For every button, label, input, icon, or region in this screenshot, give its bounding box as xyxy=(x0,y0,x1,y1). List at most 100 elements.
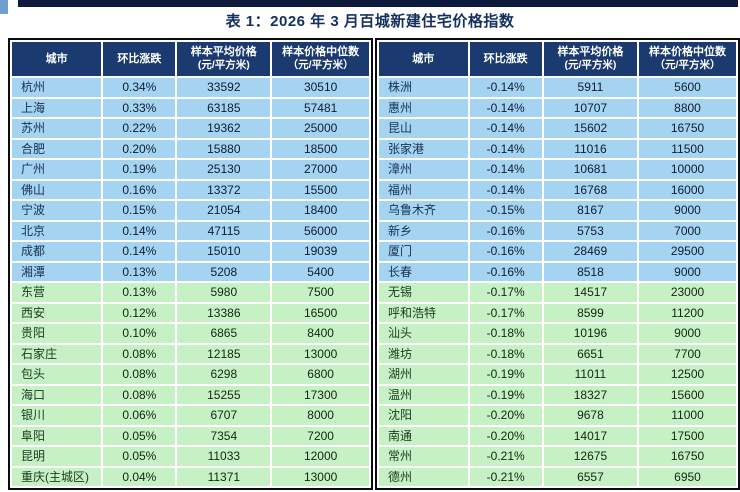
cell-city: 湖州 xyxy=(379,365,468,384)
cell-median: 29500 xyxy=(639,242,736,261)
cell-median: 16500 xyxy=(272,303,369,322)
cell-city: 北京 xyxy=(12,221,102,240)
cell-median: 17300 xyxy=(272,385,369,404)
cell-avg: 9678 xyxy=(543,406,638,425)
cell-city: 佛山 xyxy=(12,180,102,199)
cell-change: -0.16% xyxy=(469,262,542,281)
cell-avg: 8599 xyxy=(543,303,638,322)
table-row: 长春 -0.16% 8518 9000 xyxy=(379,262,736,281)
cell-avg: 15010 xyxy=(177,242,271,261)
cell-city: 杭州 xyxy=(12,78,102,97)
cell-median: 16750 xyxy=(639,119,736,138)
cell-median: 15500 xyxy=(272,180,369,199)
cell-median: 6800 xyxy=(272,365,369,384)
cell-median: 10000 xyxy=(639,160,736,179)
table-row: 昆明 0.05% 11033 12000 xyxy=(12,447,369,466)
cell-change: 0.20% xyxy=(103,139,176,158)
cell-avg: 8518 xyxy=(543,262,638,281)
header-row: 城市 环比涨跌 样本平均价格 (元/平方米) 样本价格中位数 （元/平方米） xyxy=(379,42,736,76)
cell-median: 18400 xyxy=(272,201,369,220)
left-price-table: 城市 环比涨跌 样本平均价格 (元/平方米) 样本价格中位数 （元/平方米） 杭州 0.34… xyxy=(8,38,373,490)
table-row: 上海 0.33% 63185 57481 xyxy=(12,98,369,117)
cell-city: 昆山 xyxy=(379,119,468,138)
cell-change: 0.14% xyxy=(103,221,176,240)
table-row: 东营 0.13% 5980 7500 xyxy=(12,283,369,302)
cell-city: 汕头 xyxy=(379,324,468,343)
cell-avg: 15602 xyxy=(543,119,638,138)
cell-city: 漳州 xyxy=(379,160,468,179)
table-row: 潍坊 -0.18% 6651 7700 xyxy=(379,344,736,363)
cell-city: 贵阳 xyxy=(12,324,102,343)
cell-median: 15600 xyxy=(639,385,736,404)
column-header-city: 城市 xyxy=(12,42,102,76)
cell-change: -0.17% xyxy=(469,283,542,302)
cell-change: -0.21% xyxy=(469,467,542,486)
table-row: 株洲 -0.14% 5911 5600 xyxy=(379,78,736,97)
cell-city: 沈阳 xyxy=(379,406,468,425)
cell-change: -0.14% xyxy=(469,98,542,117)
cell-city: 石家庄 xyxy=(12,344,102,363)
table-row: 宁波 0.15% 21054 18400 xyxy=(12,201,369,220)
cell-city: 新乡 xyxy=(379,221,468,240)
cell-avg: 12675 xyxy=(543,447,638,466)
cell-median: 9000 xyxy=(639,324,736,343)
cell-change: -0.19% xyxy=(469,385,542,404)
cell-change: -0.20% xyxy=(469,406,542,425)
cell-median: 7000 xyxy=(639,221,736,240)
cell-avg: 5980 xyxy=(177,283,271,302)
cell-city: 苏州 xyxy=(12,119,102,138)
cell-city: 广州 xyxy=(12,160,102,179)
cell-city: 潍坊 xyxy=(379,344,468,363)
cell-city: 惠州 xyxy=(379,98,468,117)
table-row: 南通 -0.20% 14017 17500 xyxy=(379,426,736,445)
cell-median: 11000 xyxy=(639,406,736,425)
cell-city: 株洲 xyxy=(379,78,468,97)
cell-avg: 10681 xyxy=(543,160,638,179)
table-row: 漳州 -0.14% 10681 10000 xyxy=(379,160,736,179)
cell-median: 5600 xyxy=(639,78,736,97)
cell-city: 银川 xyxy=(12,406,102,425)
cell-avg: 21054 xyxy=(177,201,271,220)
cell-avg: 63185 xyxy=(177,98,271,117)
cell-median: 8000 xyxy=(272,406,369,425)
cell-city: 乌鲁木齐 xyxy=(379,201,468,220)
cell-median: 16000 xyxy=(639,180,736,199)
table-row: 包头 0.08% 6298 6800 xyxy=(12,365,369,384)
cell-median: 18500 xyxy=(272,139,369,158)
price-index-tables: 城市 环比涨跌 样本平均价格 (元/平方米) 样本价格中位数 （元/平方米） 杭州 0.34… xyxy=(8,38,740,490)
cell-change: 0.04% xyxy=(103,467,176,486)
cell-avg: 12185 xyxy=(177,344,271,363)
cell-city: 福州 xyxy=(379,180,468,199)
cell-avg: 18327 xyxy=(543,385,638,404)
cell-change: -0.18% xyxy=(469,344,542,363)
cell-city: 海口 xyxy=(12,385,102,404)
cell-median: 56000 xyxy=(272,221,369,240)
cell-change: -0.14% xyxy=(469,160,542,179)
cell-median: 11500 xyxy=(639,139,736,158)
cell-avg: 6865 xyxy=(177,324,271,343)
cell-change: -0.14% xyxy=(469,78,542,97)
cell-change: 0.12% xyxy=(103,303,176,322)
table-row: 佛山 0.16% 13372 15500 xyxy=(12,180,369,199)
cell-median: 27000 xyxy=(272,160,369,179)
table-row: 呼和浩特 -0.17% 8599 11200 xyxy=(379,303,736,322)
cell-avg: 11016 xyxy=(543,139,638,158)
cell-city: 南通 xyxy=(379,426,468,445)
table-row: 汕头 -0.18% 10196 9000 xyxy=(379,324,736,343)
table-row: 惠州 -0.14% 10707 8800 xyxy=(379,98,736,117)
cell-change: 0.14% xyxy=(103,242,176,261)
cell-change: 0.33% xyxy=(103,98,176,117)
cell-median: 16750 xyxy=(639,447,736,466)
cell-avg: 11011 xyxy=(543,365,638,384)
right-price-table: 城市 环比涨跌 样本平均价格 (元/平方米) 样本价格中位数 （元/平方米） 株洲 -0.1… xyxy=(375,38,740,490)
cell-city: 常州 xyxy=(379,447,468,466)
table-row: 福州 -0.14% 16768 16000 xyxy=(379,180,736,199)
cell-median: 8800 xyxy=(639,98,736,117)
cell-change: -0.18% xyxy=(469,324,542,343)
column-header-median: 样本价格中位数 （元/平方米） xyxy=(272,42,369,76)
cell-avg: 13386 xyxy=(177,303,271,322)
cell-avg: 10196 xyxy=(543,324,638,343)
table-row: 厦门 -0.16% 28469 29500 xyxy=(379,242,736,261)
cell-avg: 28469 xyxy=(543,242,638,261)
table-row: 杭州 0.34% 33592 30510 xyxy=(12,78,369,97)
